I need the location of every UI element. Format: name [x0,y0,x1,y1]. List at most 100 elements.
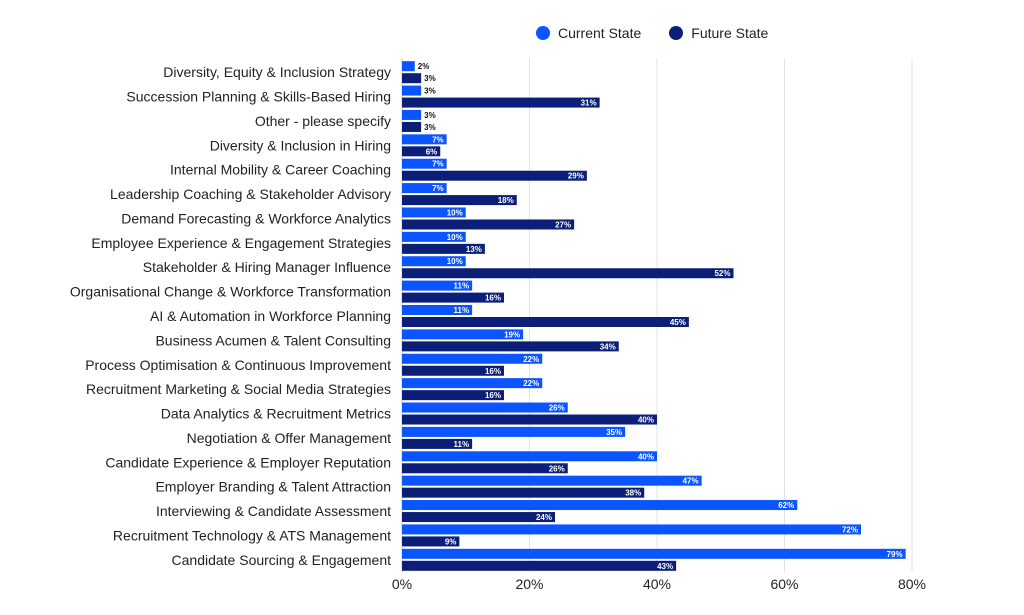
category-label: Interviewing & Candidate Assessment [156,503,391,519]
data-label: 3% [424,123,436,132]
data-label: 26% [549,404,565,413]
data-label: 11% [454,440,470,449]
x-tick-label: 40% [643,576,671,592]
legend-item-current: Current State [536,25,641,41]
category-label: Diversity & Inclusion in Hiring [210,137,391,153]
data-label: 19% [504,330,520,339]
data-label: 16% [485,391,501,400]
bar-future [402,390,504,401]
bar-future [402,463,568,474]
bar-current [402,61,415,72]
bar-future [402,512,555,523]
category-label: Internal Mobility & Career Coaching [170,162,391,178]
data-label: 10% [447,208,463,217]
bar-current [402,475,702,486]
bar-future [402,341,619,352]
data-label: 6% [426,147,438,156]
bar-current [402,305,473,315]
bar-current [402,158,447,169]
category-label: Demand Forecasting & Workforce Analytics [121,210,391,226]
bar-current [402,426,626,437]
data-label: 7% [432,184,444,193]
bar-future [402,268,734,279]
legend-swatch-future [669,26,684,40]
data-label: 16% [485,367,501,376]
data-label: 7% [432,160,444,169]
category-label: Data Analytics & Recruitment Metrics [161,406,391,422]
data-label: 52% [714,269,730,278]
bar-current [402,109,422,120]
data-label: 2% [418,62,430,71]
bar-current [402,500,798,511]
data-label: 24% [536,513,552,522]
bar-current [402,548,906,559]
data-label: 16% [485,294,501,303]
x-tick-label: 60% [770,576,798,592]
bar-current [402,256,466,267]
data-label: 35% [606,428,622,437]
category-label: Negotiation & Offer Management [187,430,392,446]
bar-future [402,365,504,376]
category-label: Employer Branding & Talent Attraction [155,479,391,495]
data-label: 22% [523,379,539,388]
bar-future [402,438,473,449]
bar-future [402,317,689,327]
data-label: 27% [555,220,571,229]
bar-current [402,134,447,145]
data-label: 11% [454,306,470,315]
legend-swatch-current [536,26,550,40]
bar-future [402,121,422,132]
bar-current [402,524,861,535]
bar-future [402,536,460,547]
bar-future [402,560,677,571]
bar-current [402,207,466,218]
data-label: 18% [498,196,514,205]
x-tick-label: 80% [898,576,926,592]
category-label: Recruitment Technology & ATS Management [113,527,391,543]
data-label: 79% [887,550,903,559]
bar-current [402,329,524,340]
bar-future [402,170,587,181]
data-label: 3% [424,111,436,120]
category-label: Candidate Experience & Employer Reputati… [105,454,391,470]
data-label: 7% [432,135,444,144]
data-label: 40% [638,416,654,425]
data-label: 9% [445,537,457,546]
x-tick-label: 20% [515,576,543,592]
data-label: 10% [447,233,463,242]
data-label: 47% [683,477,699,486]
bar-future [402,487,645,498]
category-label: Other - please specify [255,113,391,129]
chart-legend: Current State Future State [536,25,796,41]
legend-label-future: Future State [691,25,769,41]
bar-current [402,231,466,242]
bar-future [402,195,517,206]
data-label: 11% [454,282,470,291]
category-label: Candidate Sourcing & Engagement [172,552,392,568]
category-label: Employee Experience & Engagement Strateg… [91,235,391,251]
data-label: 62% [778,501,794,510]
data-label: 29% [568,172,584,181]
data-label: 45% [670,318,686,327]
category-label: Stakeholder & Hiring Manager Influence [143,259,391,275]
category-label: Recruitment Marketing & Social Media Str… [86,381,391,397]
bar-current [402,402,568,413]
data-label: 34% [600,342,616,351]
data-label: 22% [523,355,539,364]
bar-current [402,378,543,389]
data-label: 43% [657,562,673,571]
data-label: 31% [581,99,597,108]
bar-future [402,73,422,84]
data-label: 3% [424,87,436,96]
bar-current [402,85,422,96]
data-label: 13% [466,245,482,254]
bar-future [402,414,657,425]
bar-future [402,292,504,303]
bar-future [402,146,441,157]
data-label: 72% [842,525,858,534]
category-label: Succession Planning & Skills-Based Hirin… [126,89,391,105]
x-tick-label: 0% [392,576,412,592]
bar-current [402,183,447,194]
category-label: Leadership Coaching & Stakeholder Adviso… [110,186,391,202]
